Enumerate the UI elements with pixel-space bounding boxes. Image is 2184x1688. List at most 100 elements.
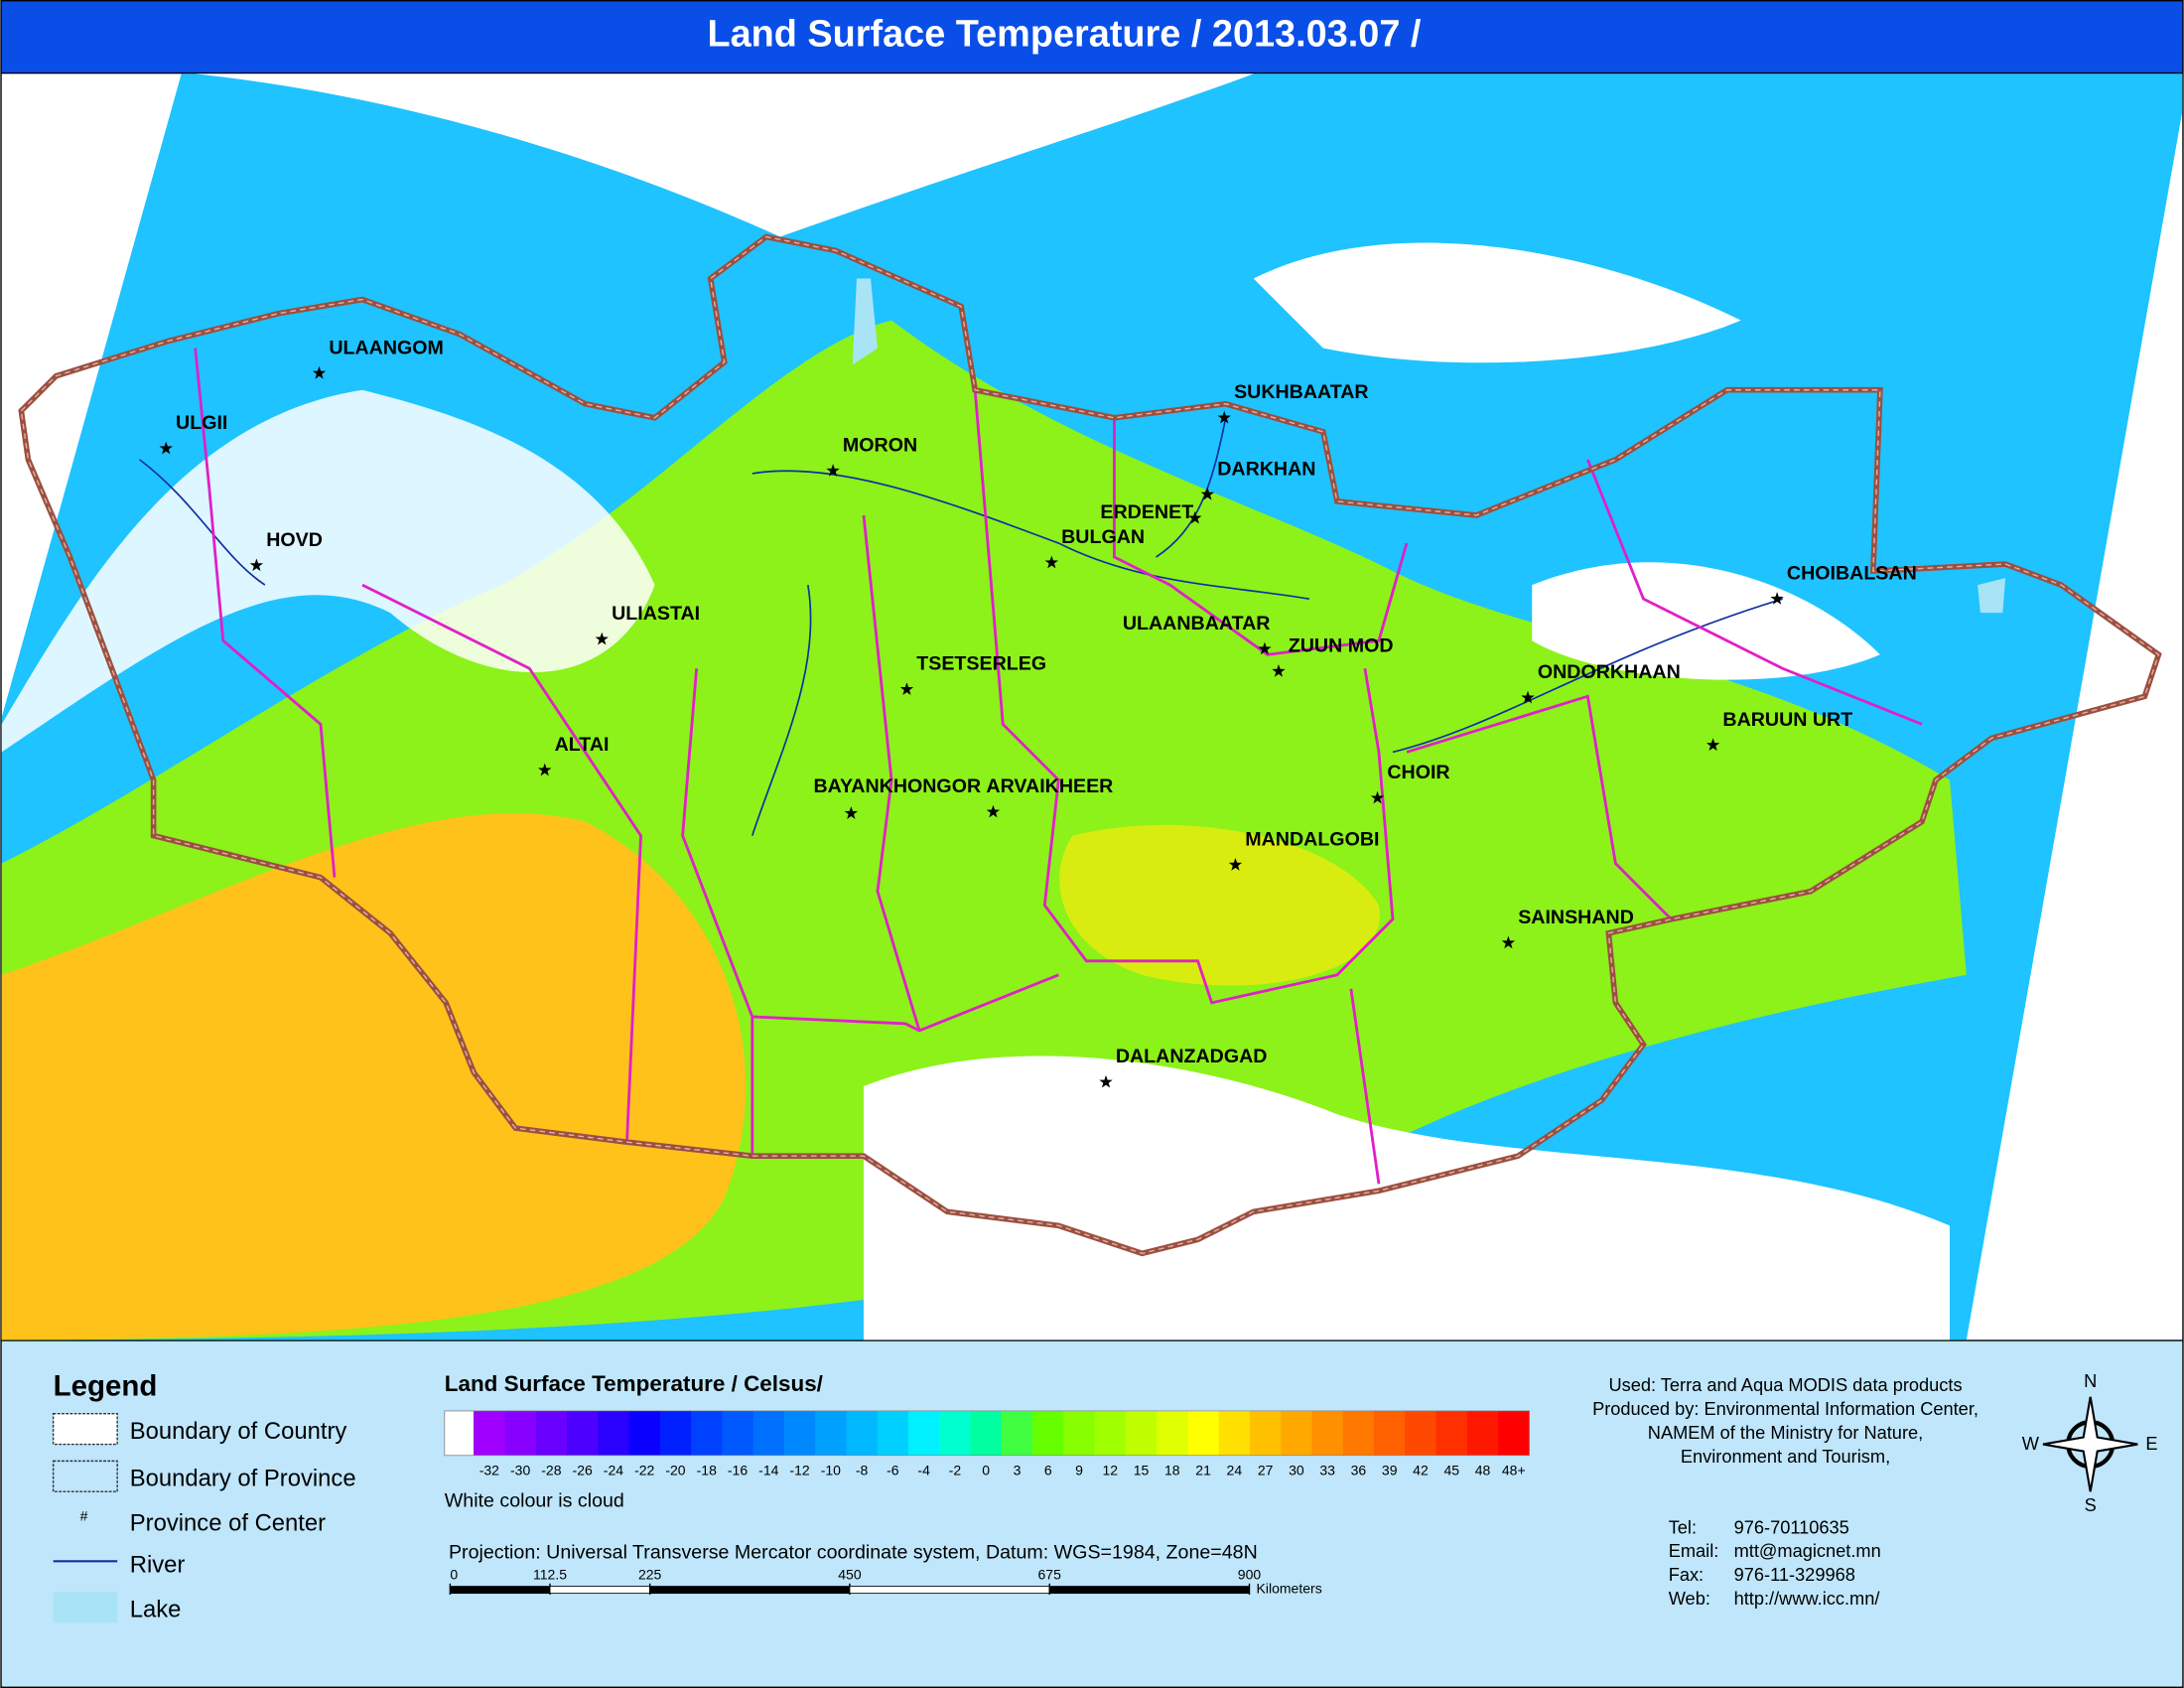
province-boundary — [194, 348, 337, 878]
colorbar-label: 18 — [1164, 1462, 1180, 1477]
colorbar-label: 15 — [1134, 1462, 1150, 1477]
lake-symbol — [53, 1592, 118, 1623]
colorbar-label: -32 — [479, 1462, 499, 1477]
contact-value: http://www.icc.mn/ — [1734, 1588, 1881, 1609]
hot-land — [1, 813, 747, 1340]
credit-line: NAMEM of the Ministry for Nature, — [1648, 1422, 1923, 1443]
lake — [852, 278, 878, 365]
colorbar-title: Land Surface Temperature / Celsus/ — [445, 1371, 824, 1396]
colorbar-label: -18 — [697, 1462, 717, 1477]
colorbar-label: -4 — [917, 1462, 930, 1477]
city-star — [899, 682, 914, 695]
color-cell — [1281, 1410, 1312, 1456]
city-star — [1258, 641, 1272, 655]
contact-value: mtt@magicnet.mn — [1734, 1540, 1881, 1561]
city-star — [1188, 510, 1202, 524]
city-label: HOVD — [266, 529, 323, 551]
cloud-note: White colour is cloud — [445, 1490, 624, 1512]
compass-n: N — [2084, 1370, 2097, 1391]
city-label: ZUUN MOD — [1289, 634, 1394, 656]
color-cell — [474, 1410, 505, 1456]
color-cell — [567, 1410, 599, 1456]
city-label: ONDORKHAAN — [1538, 661, 1681, 683]
city-star — [1501, 935, 1516, 949]
color-cell — [970, 1410, 1003, 1456]
scale-label: 225 — [638, 1567, 662, 1583]
title-bar — [1, 1, 2183, 72]
scale-segment — [449, 1586, 551, 1595]
river — [1156, 417, 1227, 558]
city-star — [986, 804, 1001, 818]
province-symbol — [52, 1460, 118, 1492]
colorbar-label: -6 — [887, 1462, 899, 1477]
city-label: ARVAIKHEER — [986, 775, 1113, 797]
city-label: BARUUN URT — [1722, 709, 1852, 731]
scale-segment — [649, 1586, 851, 1595]
color-cell — [1498, 1410, 1530, 1456]
credit-line: Environment and Tourism, — [1681, 1446, 1890, 1467]
legend-item: Lake — [130, 1596, 182, 1622]
city-star — [1044, 555, 1058, 569]
scale-segment — [549, 1586, 651, 1595]
color-cell — [1342, 1410, 1375, 1456]
rivers — [139, 417, 1783, 836]
city-label: MANDALGOBI — [1245, 828, 1379, 850]
color-cell — [1218, 1410, 1251, 1456]
city-label: ULAANBAATAR — [1123, 613, 1271, 634]
color-cell — [1435, 1410, 1468, 1456]
color-cell — [1374, 1410, 1406, 1456]
province-boundary — [973, 389, 1395, 1005]
color-cell — [1466, 1410, 1499, 1456]
colorbar-label: -2 — [949, 1462, 962, 1477]
contact-label: Tel: — [1669, 1516, 1697, 1537]
city-star — [595, 632, 609, 645]
colorbar-label: 39 — [1382, 1462, 1398, 1477]
scale-segment — [1048, 1586, 1250, 1595]
river — [1392, 598, 1783, 754]
colorbar-label: 45 — [1443, 1462, 1459, 1477]
contacts: Tel: 976-70110635 Email: mtt@magicnet.mn Fax… — [1669, 1516, 1881, 1609]
colorbar-label: 42 — [1413, 1462, 1429, 1477]
color-cell — [659, 1410, 692, 1456]
color-cell — [1157, 1410, 1188, 1456]
city-star — [844, 806, 859, 819]
colorbar-label: -8 — [856, 1462, 869, 1477]
color-cell — [1063, 1410, 1096, 1456]
color-cell — [1311, 1410, 1344, 1456]
color-cell — [504, 1410, 537, 1456]
city-label: MORON — [843, 434, 917, 456]
city-star — [1272, 664, 1286, 677]
city-label: DALANZADGAD — [1116, 1046, 1268, 1067]
compass-s: S — [2085, 1494, 2097, 1515]
city-star — [1099, 1074, 1113, 1088]
compass-star — [2042, 1396, 2138, 1492]
colorbar-label: 48 — [1475, 1462, 1491, 1477]
contact-label: Email: — [1669, 1540, 1719, 1561]
color-cell — [877, 1410, 909, 1456]
province-boundaries — [194, 348, 1923, 1185]
colorbar-label: -22 — [634, 1462, 654, 1477]
city-label: DARKHAN — [1217, 458, 1315, 480]
colorbar-label: 3 — [1014, 1462, 1022, 1477]
city-star — [1521, 690, 1535, 704]
river — [751, 470, 1309, 600]
color-cell — [846, 1410, 879, 1456]
legend-item: River — [130, 1552, 186, 1579]
province-boundary — [1349, 988, 1381, 1185]
scale-label: 112.5 — [533, 1567, 567, 1583]
color-cell — [691, 1410, 723, 1456]
credit-line: Produced by: Environmental Information C… — [1592, 1398, 1979, 1419]
city-star — [1200, 487, 1215, 500]
projection: Projection: Universal Transverse Mercato… — [449, 1542, 1258, 1564]
city-star — [1228, 858, 1243, 871]
scale-label: 900 — [1238, 1567, 1262, 1583]
colorbar-label: 0 — [982, 1462, 990, 1477]
scale-label: 450 — [838, 1567, 862, 1583]
colorbar-label: 33 — [1319, 1462, 1335, 1477]
color-cell — [908, 1410, 940, 1456]
cloud — [195, 73, 1254, 237]
colorbar-label: -10 — [821, 1462, 841, 1477]
scale-label: 0 — [450, 1567, 458, 1583]
